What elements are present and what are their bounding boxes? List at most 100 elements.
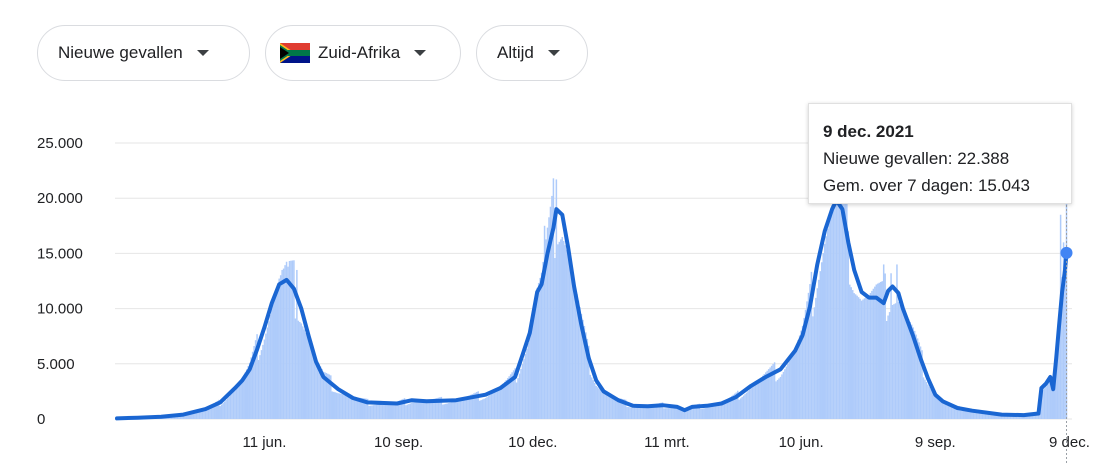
daily-bar [736, 390, 739, 419]
daily-bar [200, 410, 202, 419]
daily-bar [551, 195, 553, 419]
daily-bar [950, 403, 953, 419]
daily-bar [248, 362, 251, 419]
country-dropdown[interactable]: Zuid-Afrika [265, 25, 461, 81]
daily-bar [303, 329, 305, 419]
daily-bar [332, 391, 335, 419]
daily-bar [293, 260, 295, 419]
daily-bar [810, 271, 813, 419]
daily-bar [734, 393, 736, 419]
daily-bar [352, 397, 354, 419]
daily-bar [350, 396, 353, 419]
daily-bar [719, 403, 721, 419]
daily-bar [968, 411, 970, 419]
daily-bar [316, 361, 319, 419]
daily-bar [971, 411, 973, 419]
daily-bar [595, 385, 597, 419]
daily-bar [980, 411, 982, 419]
daily-bar [318, 363, 320, 419]
daily-bar [284, 265, 286, 419]
daily-bar [1002, 415, 1004, 419]
daily-bar [222, 403, 224, 419]
daily-bar [930, 388, 932, 419]
daily-bar [838, 181, 841, 419]
daily-bar [753, 385, 755, 419]
daily-bar [564, 245, 566, 419]
daily-bar [986, 411, 988, 419]
daily-bar [210, 404, 213, 419]
daily-bar [697, 404, 699, 419]
daily-bar [582, 319, 584, 419]
x-tick-label: 9 sep. [915, 434, 956, 451]
x-tick-label: 9 dec. [1049, 434, 1090, 451]
daily-bar [692, 405, 695, 419]
daily-bar [607, 394, 609, 419]
daily-bar [908, 319, 910, 419]
daily-bar [649, 405, 652, 419]
daily-bar [509, 374, 512, 419]
daily-bar [412, 402, 415, 419]
daily-bar [542, 261, 544, 419]
daily-bar [212, 403, 214, 419]
daily-bar [601, 391, 603, 419]
daily-bar [468, 395, 471, 419]
daily-bar [592, 380, 594, 419]
daily-bar [554, 258, 556, 419]
daily-bar [269, 314, 272, 419]
daily-bar [946, 402, 948, 419]
daily-bar [422, 401, 425, 419]
daily-bar [377, 404, 379, 419]
daily-bar [729, 397, 732, 419]
y-tick-label: 25.000 [37, 135, 83, 152]
daily-bar [775, 381, 777, 419]
daily-bar [779, 376, 782, 419]
daily-bar [537, 282, 540, 419]
daily-bar [673, 407, 676, 419]
daily-bar [282, 268, 285, 419]
daily-bar [1040, 392, 1043, 419]
daily-bar [192, 412, 195, 419]
daily-bar [803, 317, 805, 419]
y-tick-label: 10.000 [37, 301, 83, 318]
daily-bar [903, 312, 906, 419]
daily-bar [912, 327, 914, 419]
daily-bar [648, 405, 651, 419]
range-dropdown[interactable]: Altijd [476, 25, 588, 81]
metric-dropdown[interactable]: Nieuwe gevallen [37, 25, 250, 81]
daily-bar [654, 404, 656, 419]
daily-bar [430, 399, 432, 419]
daily-bar [483, 398, 485, 419]
daily-bar [207, 406, 210, 419]
daily-bar [732, 394, 735, 419]
daily-bar [1056, 336, 1059, 419]
daily-bar [285, 261, 288, 419]
daily-bar [638, 406, 640, 419]
daily-bar [194, 412, 196, 419]
daily-bar [723, 401, 726, 419]
tooltip-new-cases: Nieuwe gevallen: 22.388 [823, 149, 1010, 168]
daily-bar [850, 287, 853, 419]
daily-bar [340, 393, 342, 419]
daily-bar [703, 408, 705, 419]
daily-bar [841, 179, 844, 419]
daily-bar [835, 184, 838, 419]
daily-bar [312, 351, 314, 419]
daily-bar [921, 350, 923, 419]
daily-bar [825, 236, 827, 419]
daily-bar [243, 375, 245, 419]
daily-bar [819, 271, 822, 419]
daily-bar [1055, 355, 1057, 419]
daily-bar [975, 411, 978, 419]
daily-bar [414, 402, 416, 419]
daily-bar [393, 402, 395, 419]
daily-bar [389, 402, 391, 419]
daily-bar [608, 394, 611, 419]
daily-bar [369, 405, 372, 419]
daily-bar [487, 396, 490, 419]
daily-bar [546, 227, 549, 419]
daily-bar [381, 403, 384, 419]
daily-bar [787, 363, 789, 419]
daily-bar [217, 399, 220, 419]
hover-point[interactable] [1060, 246, 1073, 259]
